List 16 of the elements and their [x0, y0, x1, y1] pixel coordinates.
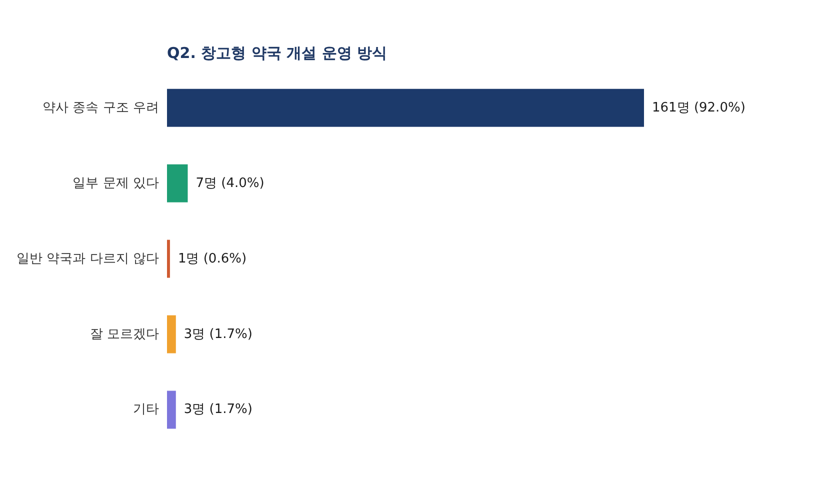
bar	[167, 390, 176, 429]
y-tick-label: 기타	[133, 402, 159, 418]
data-label: 7명 (4.0%)	[196, 176, 264, 191]
bar	[167, 88, 644, 127]
chart-title: Q2. 창고형 약국 개설 운영 방식	[167, 44, 387, 62]
y-tick-label: 잘 모르겠다	[90, 326, 159, 342]
data-label: 3명 (1.7%)	[184, 402, 252, 418]
y-tick-label: 약사 종속 구조 우려	[42, 100, 159, 116]
bar	[167, 240, 170, 278]
data-label: 1명 (0.6%)	[178, 251, 247, 266]
bar	[167, 164, 188, 202]
bar	[167, 315, 176, 354]
data-label: 161명 (92.0%)	[652, 100, 746, 116]
y-tick-label: 일부 문제 있다	[72, 176, 159, 191]
data-label: 3명 (1.7%)	[184, 326, 252, 342]
y-tick-label: 일반 약국과 다르지 않다	[16, 251, 159, 266]
